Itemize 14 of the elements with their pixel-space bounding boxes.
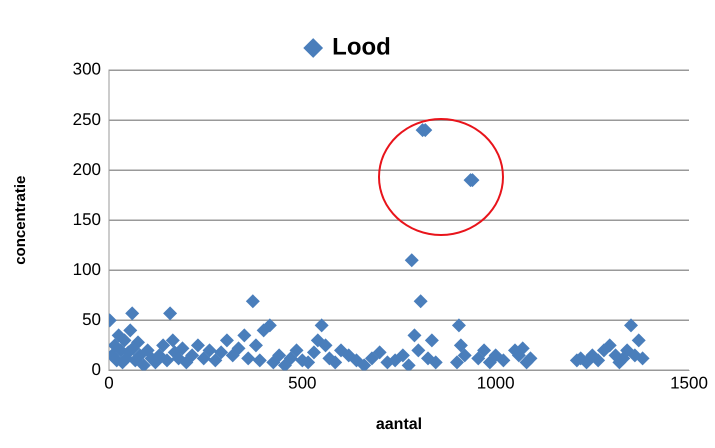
y-tick-label: 50	[82, 310, 101, 330]
y-tick-label: 150	[72, 210, 101, 229]
y-tick-label: 200	[72, 160, 101, 179]
y-tick-label: 250	[72, 110, 101, 129]
y-tick-label: 300	[72, 60, 101, 79]
x-tick-label: 1000	[476, 373, 515, 392]
y-tick-label: 0	[92, 360, 101, 380]
x-tick-label: 0	[104, 373, 114, 392]
y-tick-label: 100	[72, 260, 101, 279]
x-tick-label: 1500	[670, 373, 708, 392]
y-axis-title: concentratie	[12, 176, 30, 265]
x-tick-label: 500	[288, 373, 317, 392]
x-axis-title: aantal	[376, 416, 422, 433]
legend-label: Lood	[332, 34, 391, 61]
